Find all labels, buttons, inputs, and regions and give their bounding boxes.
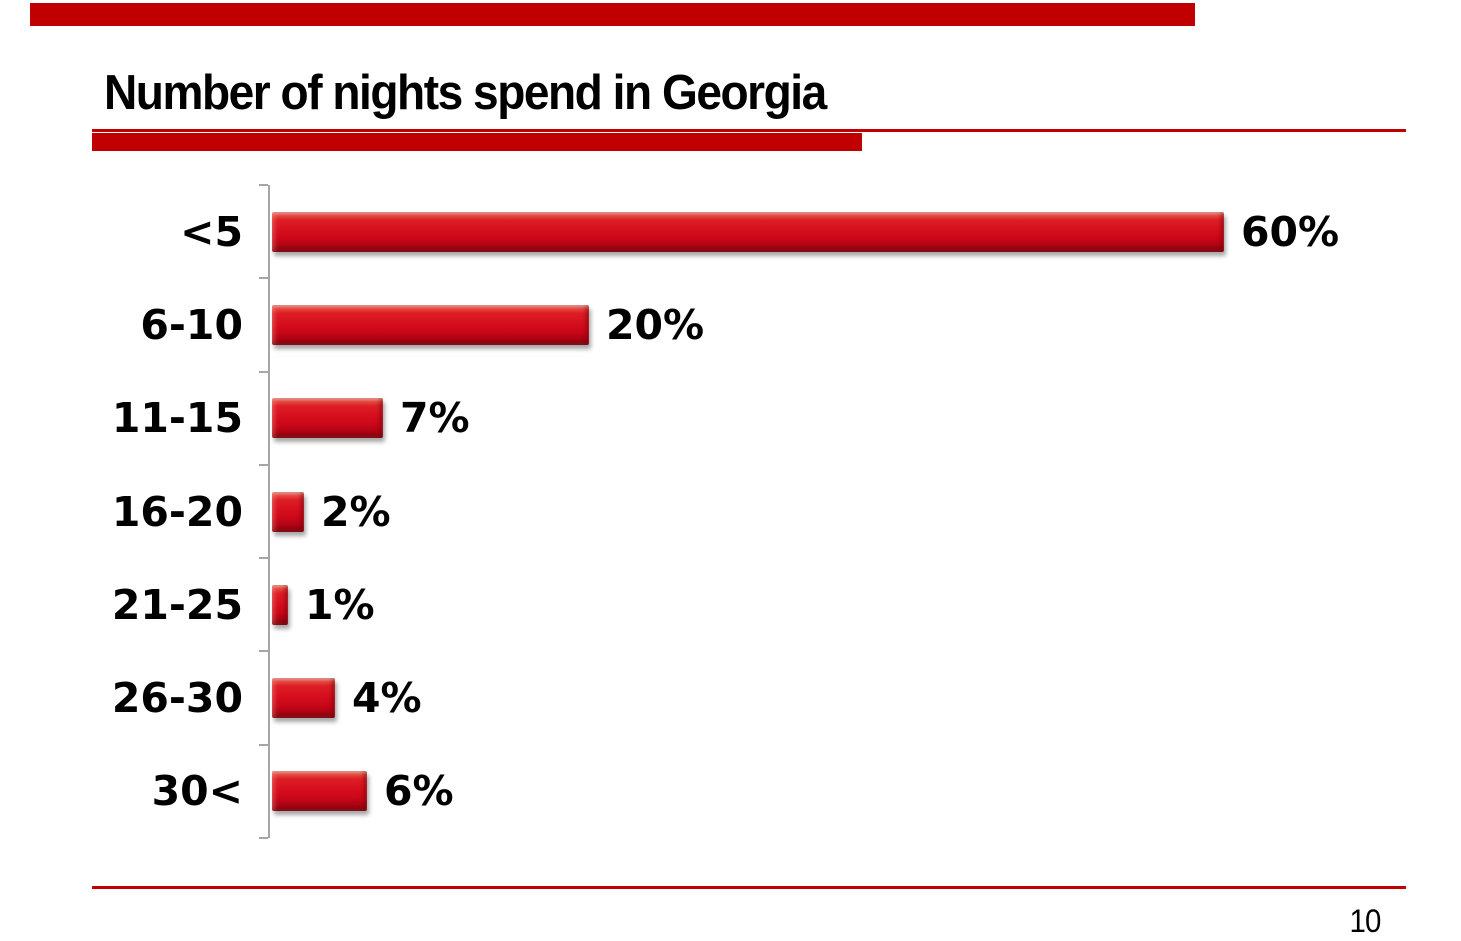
title-underline-line bbox=[92, 129, 1406, 132]
page-number: 10 bbox=[1349, 903, 1382, 939]
slide-title: Number of nights spend in Georgia bbox=[104, 64, 827, 120]
category-label: 6-10 bbox=[140, 301, 243, 349]
chart-bar bbox=[272, 492, 304, 532]
chart-bar bbox=[272, 585, 288, 625]
value-label: 6% bbox=[384, 767, 454, 815]
value-label: 20% bbox=[606, 301, 705, 349]
chart-bar bbox=[272, 212, 1224, 252]
axis-tick bbox=[259, 371, 268, 373]
title-underline-bar bbox=[92, 133, 862, 151]
top-accent-bar bbox=[30, 3, 1195, 26]
category-label: <5 bbox=[180, 208, 243, 256]
chart-bar bbox=[272, 678, 335, 718]
category-label: 26-30 bbox=[111, 674, 243, 722]
axis-tick bbox=[259, 744, 268, 746]
axis-tick bbox=[259, 650, 268, 652]
value-label: 60% bbox=[1241, 208, 1340, 256]
chart-bar bbox=[272, 305, 589, 345]
category-label: 30< bbox=[151, 767, 243, 815]
axis-tick bbox=[259, 184, 268, 186]
axis-tick bbox=[259, 837, 268, 839]
chart-bar bbox=[272, 398, 383, 438]
value-label: 4% bbox=[352, 674, 422, 722]
axis-tick bbox=[259, 464, 268, 466]
category-label: 21-25 bbox=[111, 581, 243, 629]
category-label: 11-15 bbox=[111, 394, 243, 442]
category-label: 16-20 bbox=[111, 488, 243, 536]
value-label: 2% bbox=[321, 488, 391, 536]
footer-rule bbox=[92, 886, 1406, 889]
axis-tick bbox=[259, 277, 268, 279]
value-label: 1% bbox=[305, 581, 375, 629]
axis-tick bbox=[259, 557, 268, 559]
value-label: 7% bbox=[400, 394, 470, 442]
chart-bar bbox=[272, 771, 367, 811]
y-axis-line bbox=[268, 185, 270, 838]
